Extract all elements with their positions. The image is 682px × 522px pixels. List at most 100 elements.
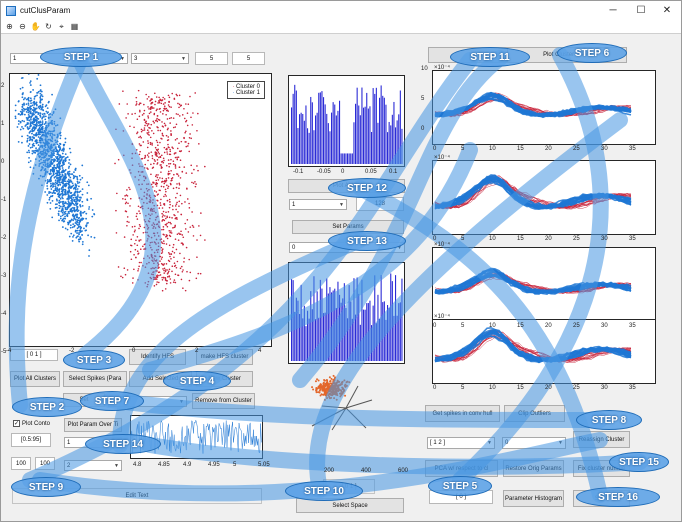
cluster-1-point	[72, 177, 75, 180]
cluster-0-point	[194, 185, 197, 188]
param-dropdown-2[interactable]: 2 ▼	[64, 460, 122, 471]
cluster-0-point	[163, 272, 166, 274]
cluster-1-point	[58, 191, 61, 193]
histogram-bar	[388, 307, 390, 361]
scatter-plot-axes[interactable]: · Cluster 0 · Cluster 1	[9, 63, 272, 347]
pca-point	[335, 398, 338, 401]
plot-contour-checkbox[interactable]: ✓ Plot Conto	[13, 420, 50, 427]
cluster-1-point	[46, 159, 49, 162]
cluster-1-point	[91, 209, 94, 211]
cluster-1-point	[45, 110, 48, 113]
cluster-0-point	[176, 137, 178, 140]
waveform-xtick: 25	[573, 146, 580, 152]
pca-point	[327, 390, 330, 393]
zoom-in-icon[interactable]: ⊕	[6, 22, 13, 31]
cluster-0-point	[162, 113, 164, 115]
cluster-waveform-axes-3[interactable]	[432, 247, 656, 322]
cluster-0-point	[163, 269, 165, 272]
cluster-0-point	[131, 282, 134, 284]
cluster-waveform-axes-2[interactable]	[432, 160, 656, 235]
cluster-1-point	[81, 230, 83, 232]
pan-icon[interactable]: ✋	[30, 22, 41, 31]
cluster-0-point	[154, 219, 157, 221]
cluster-1-point	[44, 173, 47, 176]
cluster-0-point	[159, 260, 161, 262]
cluster-0-point	[160, 252, 163, 255]
colorbar-icon[interactable]: ▦	[70, 22, 79, 31]
param-field-1[interactable]: 5	[195, 52, 228, 65]
cluster-1-point	[59, 197, 62, 200]
cluster-0-point	[126, 189, 128, 191]
cluster-0-point	[188, 279, 191, 282]
datacursor-icon[interactable]: ⌖	[59, 22, 64, 31]
cluster-0-point	[177, 211, 179, 213]
cluster-0-point	[182, 287, 184, 289]
cluster-0-point	[151, 144, 154, 146]
autocorr-dropdown[interactable]: 1 ▼	[289, 199, 347, 210]
pca-point	[316, 378, 319, 381]
restore-orig-params-button[interactable]: Restore Orig Params	[503, 460, 564, 477]
cluster-0-point	[155, 185, 158, 187]
cluster-1-point	[56, 163, 58, 166]
cluster-0-point	[195, 183, 197, 185]
select-spikes-button[interactable]: Select Spikes (Para	[63, 371, 127, 387]
remove-from-cluster-button[interactable]: Remove from Cluster	[192, 393, 255, 409]
get-spikes-in-conv-hull-button[interactable]: Get spikes in conv hull	[425, 405, 500, 422]
pca-point	[318, 389, 321, 392]
close-button[interactable]: ✕	[662, 5, 672, 16]
cluster-waveform-axes-4[interactable]	[432, 319, 656, 384]
histogram-bar	[353, 278, 355, 361]
pca-projection-plot[interactable]	[292, 366, 404, 468]
cluster-0-point	[153, 241, 156, 243]
cluster-waveform-axes-1[interactable]	[432, 70, 656, 145]
cluster-1-point	[81, 200, 84, 203]
bin-count-field[interactable]: 128	[356, 197, 404, 211]
param-field-100b[interactable]: 100	[35, 457, 55, 470]
cluster-0-point	[159, 202, 162, 204]
cluster-0-point	[153, 122, 155, 124]
cluster-0-point	[153, 92, 156, 95]
cluster-0-point	[169, 182, 172, 185]
cluster-1-point	[74, 169, 77, 171]
autocorr-histogram-axes[interactable]	[288, 75, 405, 167]
minimize-button[interactable]: ─	[609, 5, 617, 16]
pca-point	[326, 383, 329, 386]
cluster-selection-dropdown[interactable]: [ 1 2 ] ▼	[427, 437, 495, 449]
cluster-1-point	[61, 194, 64, 197]
range-field[interactable]: [ 0 1 ]	[10, 349, 58, 361]
make-hfs-cluster-button[interactable]: make HFS cluster	[196, 349, 253, 365]
param-field-100a[interactable]: 100	[11, 457, 31, 470]
reassign-cluster-button[interactable]: Reassign Cluster	[573, 431, 630, 448]
cluster-0-point	[147, 106, 149, 108]
reassign-dropdown[interactable]: 0 ▼	[502, 437, 566, 449]
cluster-dropdown-2[interactable]: 3 ▼	[131, 53, 189, 64]
parameter-histogram-button[interactable]: Parameter Histogram	[503, 490, 564, 507]
plot-param-over-time-button[interactable]: Plot Param Over Ti	[64, 418, 122, 432]
contour-range-field[interactable]: [0.5:95]	[11, 433, 51, 447]
cluster-0-point	[135, 101, 138, 103]
cluster-1-point	[69, 176, 72, 179]
rotate-icon[interactable]: ↻	[45, 22, 52, 31]
cluster-0-point	[173, 152, 176, 155]
cluster-1-point	[27, 149, 30, 152]
cluster-1-point	[53, 189, 55, 192]
pca-respect-to-cluster-button[interactable]: PCA w/ respect to cl	[425, 460, 498, 477]
zoom-out-icon[interactable]: ⊖	[19, 22, 26, 31]
cluster-1-point	[56, 182, 59, 185]
cluster-0-point	[166, 269, 168, 271]
maximize-button[interactable]: ☐	[636, 5, 646, 16]
param-field-2[interactable]: 5	[232, 52, 265, 65]
identify-hfs-button[interactable]: Identify HFS	[129, 349, 186, 365]
cluster-1-point	[68, 158, 71, 161]
cluster-1-point	[44, 122, 47, 124]
cluster-0-point	[162, 96, 164, 99]
cluster-0-point	[156, 159, 159, 161]
isi-histogram-axes[interactable]	[288, 262, 405, 364]
cluster-0-point	[154, 160, 156, 162]
cluster-0-point	[186, 124, 189, 127]
histogram-bar	[315, 115, 317, 164]
cluster-1-point	[54, 108, 57, 111]
clip-outliers-button[interactable]: Clip Outliers	[504, 405, 565, 422]
plot-all-clusters-button[interactable]: Plot All Clusters	[10, 371, 60, 387]
cluster-1-point	[64, 227, 67, 230]
